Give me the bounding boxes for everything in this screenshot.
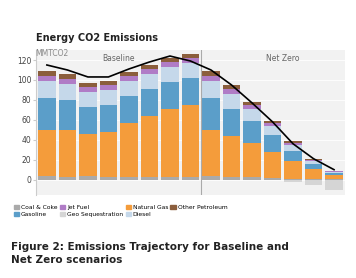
- Bar: [59, 84, 76, 100]
- Bar: [182, 177, 199, 180]
- Bar: [59, 100, 76, 130]
- Bar: [264, 123, 281, 126]
- Bar: [223, 89, 240, 94]
- Bar: [38, 71, 56, 76]
- Bar: [100, 132, 117, 177]
- Bar: [161, 62, 179, 67]
- Bar: [264, 126, 281, 135]
- Bar: [223, 136, 240, 177]
- Bar: [120, 81, 138, 96]
- Bar: [38, 176, 56, 180]
- Legend: Coal & Coke, Gasoline, Jet Fuel, Geo Sequestration, Natural Gas, Diesel, Other P: Coal & Coke, Gasoline, Jet Fuel, Geo Seq…: [14, 205, 227, 217]
- Bar: [79, 176, 96, 180]
- Bar: [79, 134, 96, 176]
- Bar: [182, 78, 199, 105]
- Bar: [38, 81, 56, 98]
- Bar: [120, 76, 138, 81]
- Bar: [202, 98, 220, 130]
- Bar: [264, 135, 281, 152]
- Bar: [141, 177, 158, 180]
- Bar: [243, 143, 261, 177]
- Bar: [141, 116, 158, 177]
- Bar: [202, 76, 220, 81]
- Bar: [305, 164, 322, 169]
- Text: MMTCO2: MMTCO2: [36, 49, 69, 58]
- Bar: [79, 87, 96, 92]
- Bar: [243, 105, 261, 109]
- Bar: [243, 121, 261, 143]
- Bar: [141, 69, 158, 74]
- Bar: [284, 179, 302, 180]
- Bar: [120, 72, 138, 76]
- Bar: [202, 71, 220, 76]
- Bar: [305, 159, 322, 160]
- Bar: [325, 173, 343, 175]
- Bar: [79, 107, 96, 134]
- Text: Net Zero: Net Zero: [266, 54, 299, 63]
- Bar: [38, 130, 56, 176]
- Bar: [182, 63, 199, 78]
- Bar: [120, 123, 138, 177]
- Bar: [59, 177, 76, 180]
- Bar: [305, 161, 322, 164]
- Bar: [223, 94, 240, 109]
- Bar: [141, 89, 158, 116]
- Bar: [161, 177, 179, 180]
- Bar: [325, 179, 343, 180]
- Bar: [305, 160, 322, 161]
- Bar: [100, 177, 117, 180]
- Bar: [284, 145, 302, 151]
- Bar: [284, 143, 302, 145]
- Bar: [161, 109, 179, 177]
- Bar: [120, 177, 138, 180]
- Bar: [59, 74, 76, 79]
- Bar: [305, 180, 322, 185]
- Bar: [264, 178, 281, 180]
- Bar: [141, 65, 158, 69]
- Bar: [202, 176, 220, 180]
- Bar: [284, 161, 302, 179]
- Bar: [161, 58, 179, 62]
- Bar: [325, 171, 343, 172]
- Bar: [223, 85, 240, 89]
- Bar: [100, 105, 117, 132]
- Text: Figure 2: Emissions Trajectory for Baseline and
Net Zero scenarios: Figure 2: Emissions Trajectory for Basel…: [11, 242, 289, 265]
- Bar: [182, 58, 199, 63]
- Bar: [264, 152, 281, 178]
- Bar: [325, 180, 343, 190]
- Bar: [243, 102, 261, 105]
- Bar: [79, 83, 96, 87]
- Text: Energy CO2 Emissions: Energy CO2 Emissions: [36, 33, 158, 43]
- Bar: [325, 175, 343, 179]
- Bar: [120, 96, 138, 123]
- Bar: [182, 105, 199, 177]
- Text: Baseline: Baseline: [103, 54, 135, 63]
- Bar: [325, 172, 343, 173]
- Bar: [161, 67, 179, 82]
- Bar: [100, 90, 117, 105]
- Bar: [223, 177, 240, 180]
- Bar: [305, 169, 322, 179]
- Bar: [141, 74, 158, 89]
- Bar: [305, 179, 322, 180]
- Bar: [79, 92, 96, 107]
- Bar: [59, 130, 76, 177]
- Bar: [243, 109, 261, 121]
- Bar: [59, 79, 76, 84]
- Bar: [38, 98, 56, 130]
- Bar: [161, 82, 179, 109]
- Bar: [202, 130, 220, 176]
- Bar: [182, 54, 199, 58]
- Bar: [202, 81, 220, 98]
- Bar: [223, 109, 240, 136]
- Bar: [284, 151, 302, 161]
- Bar: [284, 141, 302, 143]
- Bar: [38, 76, 56, 81]
- Bar: [243, 177, 261, 180]
- Bar: [100, 81, 117, 85]
- Bar: [100, 85, 117, 90]
- Bar: [264, 121, 281, 123]
- Bar: [284, 180, 302, 182]
